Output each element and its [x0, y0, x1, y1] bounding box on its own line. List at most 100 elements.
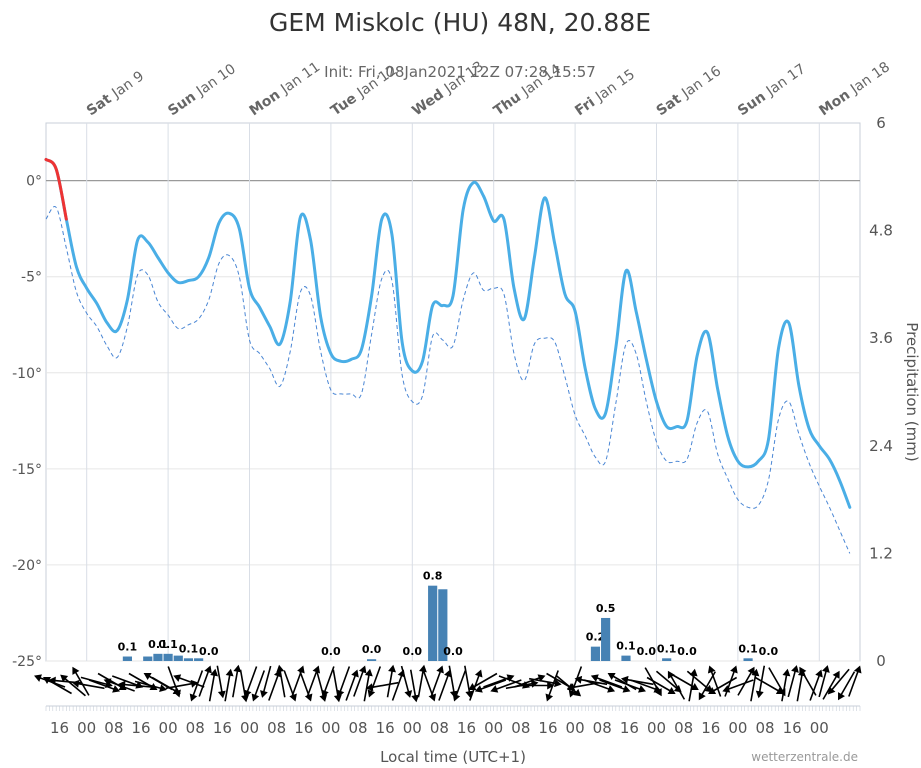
wind-arrow-head	[428, 693, 437, 702]
wind-arrow-head	[225, 668, 234, 677]
wind-arrow-shaft	[232, 669, 239, 698]
precipitation-value-label: 0.1	[118, 641, 138, 654]
wind-arrow-head	[782, 668, 791, 677]
wind-arrow-shaft	[165, 682, 194, 690]
wind-arrow-shaft	[262, 665, 272, 694]
time-tick-label: 00	[77, 719, 96, 737]
wind-arrow-head	[241, 694, 249, 703]
wind-arrow-head	[358, 665, 367, 674]
wind-arrow-shaft	[768, 667, 784, 693]
wind-arrow	[818, 665, 830, 698]
wind-arrow	[781, 668, 791, 702]
wind-arrow-head	[568, 689, 577, 698]
wind-arrow-head	[622, 685, 631, 693]
wind-arrow-head	[333, 694, 342, 703]
wind-arrow-head	[319, 694, 328, 702]
wind-arrow-shaft	[80, 676, 109, 686]
wind-arrow	[71, 679, 105, 690]
wind-arrow-shaft	[848, 669, 860, 697]
wind-arrow-head	[832, 670, 840, 679]
precipitation-bar	[153, 653, 163, 661]
wind-arrow	[243, 666, 258, 698]
wind-arrow-shaft	[595, 676, 623, 688]
precipitation-bar	[194, 658, 204, 661]
wind-arrow	[688, 668, 698, 702]
wind-arrow	[88, 679, 121, 693]
wind-arrow	[452, 670, 467, 702]
wind-arrow-head	[620, 675, 629, 684]
wind-arrow	[669, 672, 699, 690]
wind-arrow	[422, 670, 437, 702]
wind-arrow-head	[607, 673, 616, 680]
wind-arrow-shaft	[818, 669, 828, 698]
time-tick-label: 16	[457, 719, 476, 737]
precipitation-value-label: 0.1	[657, 642, 677, 655]
wind-arrow-shaft	[830, 668, 850, 692]
wind-arrow	[345, 669, 359, 701]
time-axis: 16 00 08 16 00 08 16 00 08 16 00 08 16 00 08 16 00 08 16 00…	[45, 705, 861, 737]
wind-arrow-shaft	[167, 666, 179, 694]
time-tick-label: 00	[403, 719, 422, 737]
precipitation-value-label: 0.0	[677, 645, 697, 658]
time-tick-label: 00	[321, 719, 340, 737]
wind-arrow-head	[304, 693, 313, 702]
wind-arrow-head	[554, 679, 562, 688]
temperature-axis: 0° -5° -10° -15° -20° -25°	[12, 174, 42, 670]
wind-arrow-shaft	[323, 666, 335, 694]
precipitation-value-label: 0.0	[443, 645, 463, 658]
wind-arrow	[291, 665, 305, 697]
precipitation-bar	[173, 655, 183, 661]
wind-arrow-shaft	[646, 676, 672, 693]
wind-arrow	[838, 671, 856, 701]
wind-arrow	[590, 674, 623, 688]
wind-arrow	[336, 666, 351, 698]
wind-arrow-head	[312, 665, 321, 674]
time-tick-label: 08	[511, 719, 530, 737]
time-tick-label: 16	[294, 719, 313, 737]
wind-arrow	[239, 669, 249, 703]
wind-arrow-head	[730, 665, 738, 674]
wind-arrow	[208, 668, 219, 702]
wind-arrow-head	[545, 693, 554, 702]
wind-arrow-shaft	[464, 665, 471, 694]
x-axis-label: Local time (UTC+1)	[380, 748, 526, 766]
wind-arrow-shaft	[514, 676, 542, 688]
wind-arrow-head	[537, 674, 546, 682]
precipitation-value-label: 0.2	[586, 631, 606, 644]
wind-arrow-shaft	[686, 670, 710, 690]
wind-arrow-shaft	[737, 670, 753, 696]
day-label-date: Jan 15	[592, 67, 638, 106]
wind-arrow	[667, 670, 686, 700]
wind-arrow-shaft	[448, 665, 455, 694]
time-tick-label: 08	[430, 719, 449, 737]
wind-arrow-shaft	[177, 676, 205, 688]
temperature-tick-label: -25°	[12, 654, 42, 670]
temperature-tick-label: -5°	[21, 270, 42, 286]
wind-arrow	[737, 666, 755, 696]
wind-arrow-head	[838, 692, 845, 701]
wind-arrow-shaft	[809, 673, 821, 701]
time-tick-label: 00	[159, 719, 178, 737]
wind-arrow-shaft	[400, 665, 410, 694]
wind-arrow-shaft	[438, 673, 450, 701]
wind-arrow	[72, 666, 90, 696]
precipitation-bar	[621, 655, 631, 661]
time-tick-label: 00	[484, 719, 503, 737]
wind-arrow-head	[566, 683, 575, 692]
temperature-tick-label: -10°	[12, 366, 42, 382]
wind-arrow-head	[474, 685, 483, 693]
wind-arrow-shaft	[123, 683, 152, 688]
wind-arrow-head	[506, 674, 515, 682]
wind-arrow-shaft	[750, 673, 757, 702]
wind-arrow-head	[351, 669, 359, 678]
wind-arrow-shaft	[787, 669, 797, 698]
wind-arrow-head	[233, 664, 242, 673]
wind-arrow	[490, 679, 522, 693]
dewpoint-line	[45, 206, 851, 554]
wind-arrow	[599, 679, 631, 693]
wind-arrow-head	[465, 690, 474, 699]
time-tick-label: 00	[647, 719, 666, 737]
wind-arrow	[755, 665, 766, 699]
plot-grid	[45, 122, 861, 662]
wind-arrow-head	[204, 665, 212, 674]
